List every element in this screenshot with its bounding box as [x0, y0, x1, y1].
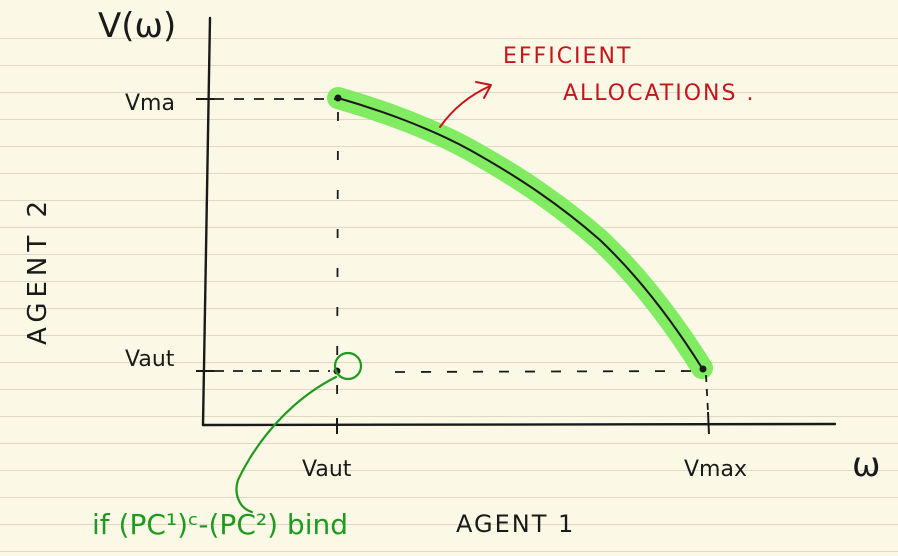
y-axis-title: V(ω)	[98, 6, 176, 46]
dashed-guide-right-vertical	[705, 374, 709, 413]
efficient-annotation-line2: ALLOCATIONS .	[563, 81, 755, 106]
x-tick-left-label: Vaut	[302, 457, 352, 482]
annotation-arrow	[439, 85, 491, 128]
dashed-guide-bottom-right	[394, 370, 701, 373]
autarky-circle-highlight	[333, 351, 363, 381]
agent-one-label: AGENT 1	[456, 510, 575, 538]
frontier-point-top	[334, 94, 342, 102]
efficient-annotation-line1: EFFICIENT	[503, 44, 632, 69]
y-tick-bottom-label: Vaut	[125, 347, 175, 372]
x-axis	[201, 422, 837, 427]
condition-pointer-line	[235, 375, 338, 514]
frontier-highlight	[327, 87, 713, 379]
x-axis-symbol: ω	[852, 445, 880, 485]
frontier-point-bottom	[699, 365, 707, 373]
binding-condition-note: if (PC¹)ᶜ-(PC²) bind	[92, 508, 348, 541]
x-tick-right-mark	[707, 411, 710, 435]
x-tick-right-label: Vmax	[684, 457, 747, 482]
annotation-arrowhead	[475, 81, 492, 99]
y-tick-top-label: Vma	[125, 91, 175, 116]
y-axis	[201, 16, 212, 427]
agent-two-label: AGENT 2	[23, 196, 53, 345]
efficient-frontier-curve	[337, 97, 703, 369]
